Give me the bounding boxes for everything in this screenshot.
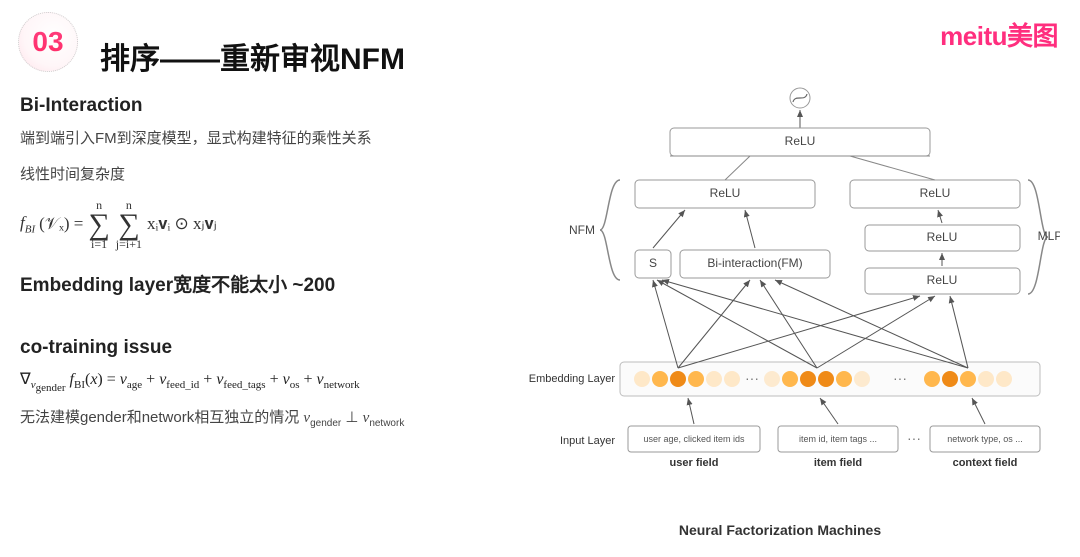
svg-text:ReLU: ReLU xyxy=(785,134,816,148)
nfm-diagram: ReLU ReLU ReLU S Bi-interaction(FM) ReLU… xyxy=(520,80,1060,520)
section-badge: 03 xyxy=(18,12,78,72)
brand-en: meitu xyxy=(940,21,1007,51)
svg-text:ReLU: ReLU xyxy=(710,186,741,200)
svg-text:ReLU: ReLU xyxy=(920,186,951,200)
diagram-container: ReLU ReLU ReLU S Bi-interaction(FM) ReLU… xyxy=(520,80,1060,540)
brand-cn: 美图 xyxy=(1007,21,1058,51)
heading-embedding-width: Embedding layer宽度不能太小 ~200 xyxy=(20,270,498,297)
svg-text:···: ··· xyxy=(907,430,921,446)
brand-logo: meitu美图 xyxy=(940,16,1058,53)
text-line-1: 端到端引入FM到深度模型，显式构建特征的乘性关系 xyxy=(20,127,498,151)
svg-text:ReLU: ReLU xyxy=(927,230,958,244)
heading-bi-interaction: Bi-Interaction xyxy=(20,95,498,117)
svg-text:item field: item field xyxy=(814,457,862,469)
svg-text:···: ··· xyxy=(745,370,759,386)
svg-text:NFM: NFM xyxy=(569,223,595,237)
svg-text:context field: context field xyxy=(953,457,1018,469)
formula-gradient: ∇vgender fBI(x) = vage + vfeed_id + vfee… xyxy=(20,369,498,394)
svg-text:MLP: MLP xyxy=(1038,229,1060,243)
svg-text:Bi-interaction(FM): Bi-interaction(FM) xyxy=(707,256,802,270)
formula-fbi: fBI (𝒱ₓ) = n ∑ i=1 n ∑ j=i+1 xᵢ𝐯ᵢ ⊙ xⱼ𝐯ⱼ xyxy=(20,199,498,250)
slide-header: 03 排序——重新审视NFM meitu美图 xyxy=(0,0,1080,80)
embedding-group-2 xyxy=(924,371,1012,387)
left-column: Bi-Interaction 端到端引入FM到深度模型，显式构建特征的乘性关系 … xyxy=(20,95,498,444)
heading-cotraining: co-training issue xyxy=(20,337,498,359)
diagram-caption: Neural Factorization Machines xyxy=(520,522,1040,538)
text-independence: 无法建模gender和network相互独立的情况 vgender ⊥ vnet… xyxy=(20,406,498,432)
section-title: 排序——重新审视NFM xyxy=(100,18,1080,78)
svg-text:network type, os ...: network type, os ... xyxy=(947,434,1023,444)
row-label-input: Input Layer xyxy=(560,435,615,447)
row-label-embedding: Embedding Layer xyxy=(529,373,616,385)
svg-text:user age, clicked item ids: user age, clicked item ids xyxy=(643,434,745,444)
svg-text:ReLU: ReLU xyxy=(927,273,958,287)
section-number: 03 xyxy=(32,26,63,58)
text-line-2: 线性时间复杂度 xyxy=(20,163,498,187)
svg-text:S: S xyxy=(649,256,657,270)
svg-text:item id, item tags ...: item id, item tags ... xyxy=(799,434,877,444)
svg-text:···: ··· xyxy=(893,370,907,386)
svg-text:user field: user field xyxy=(670,457,719,469)
